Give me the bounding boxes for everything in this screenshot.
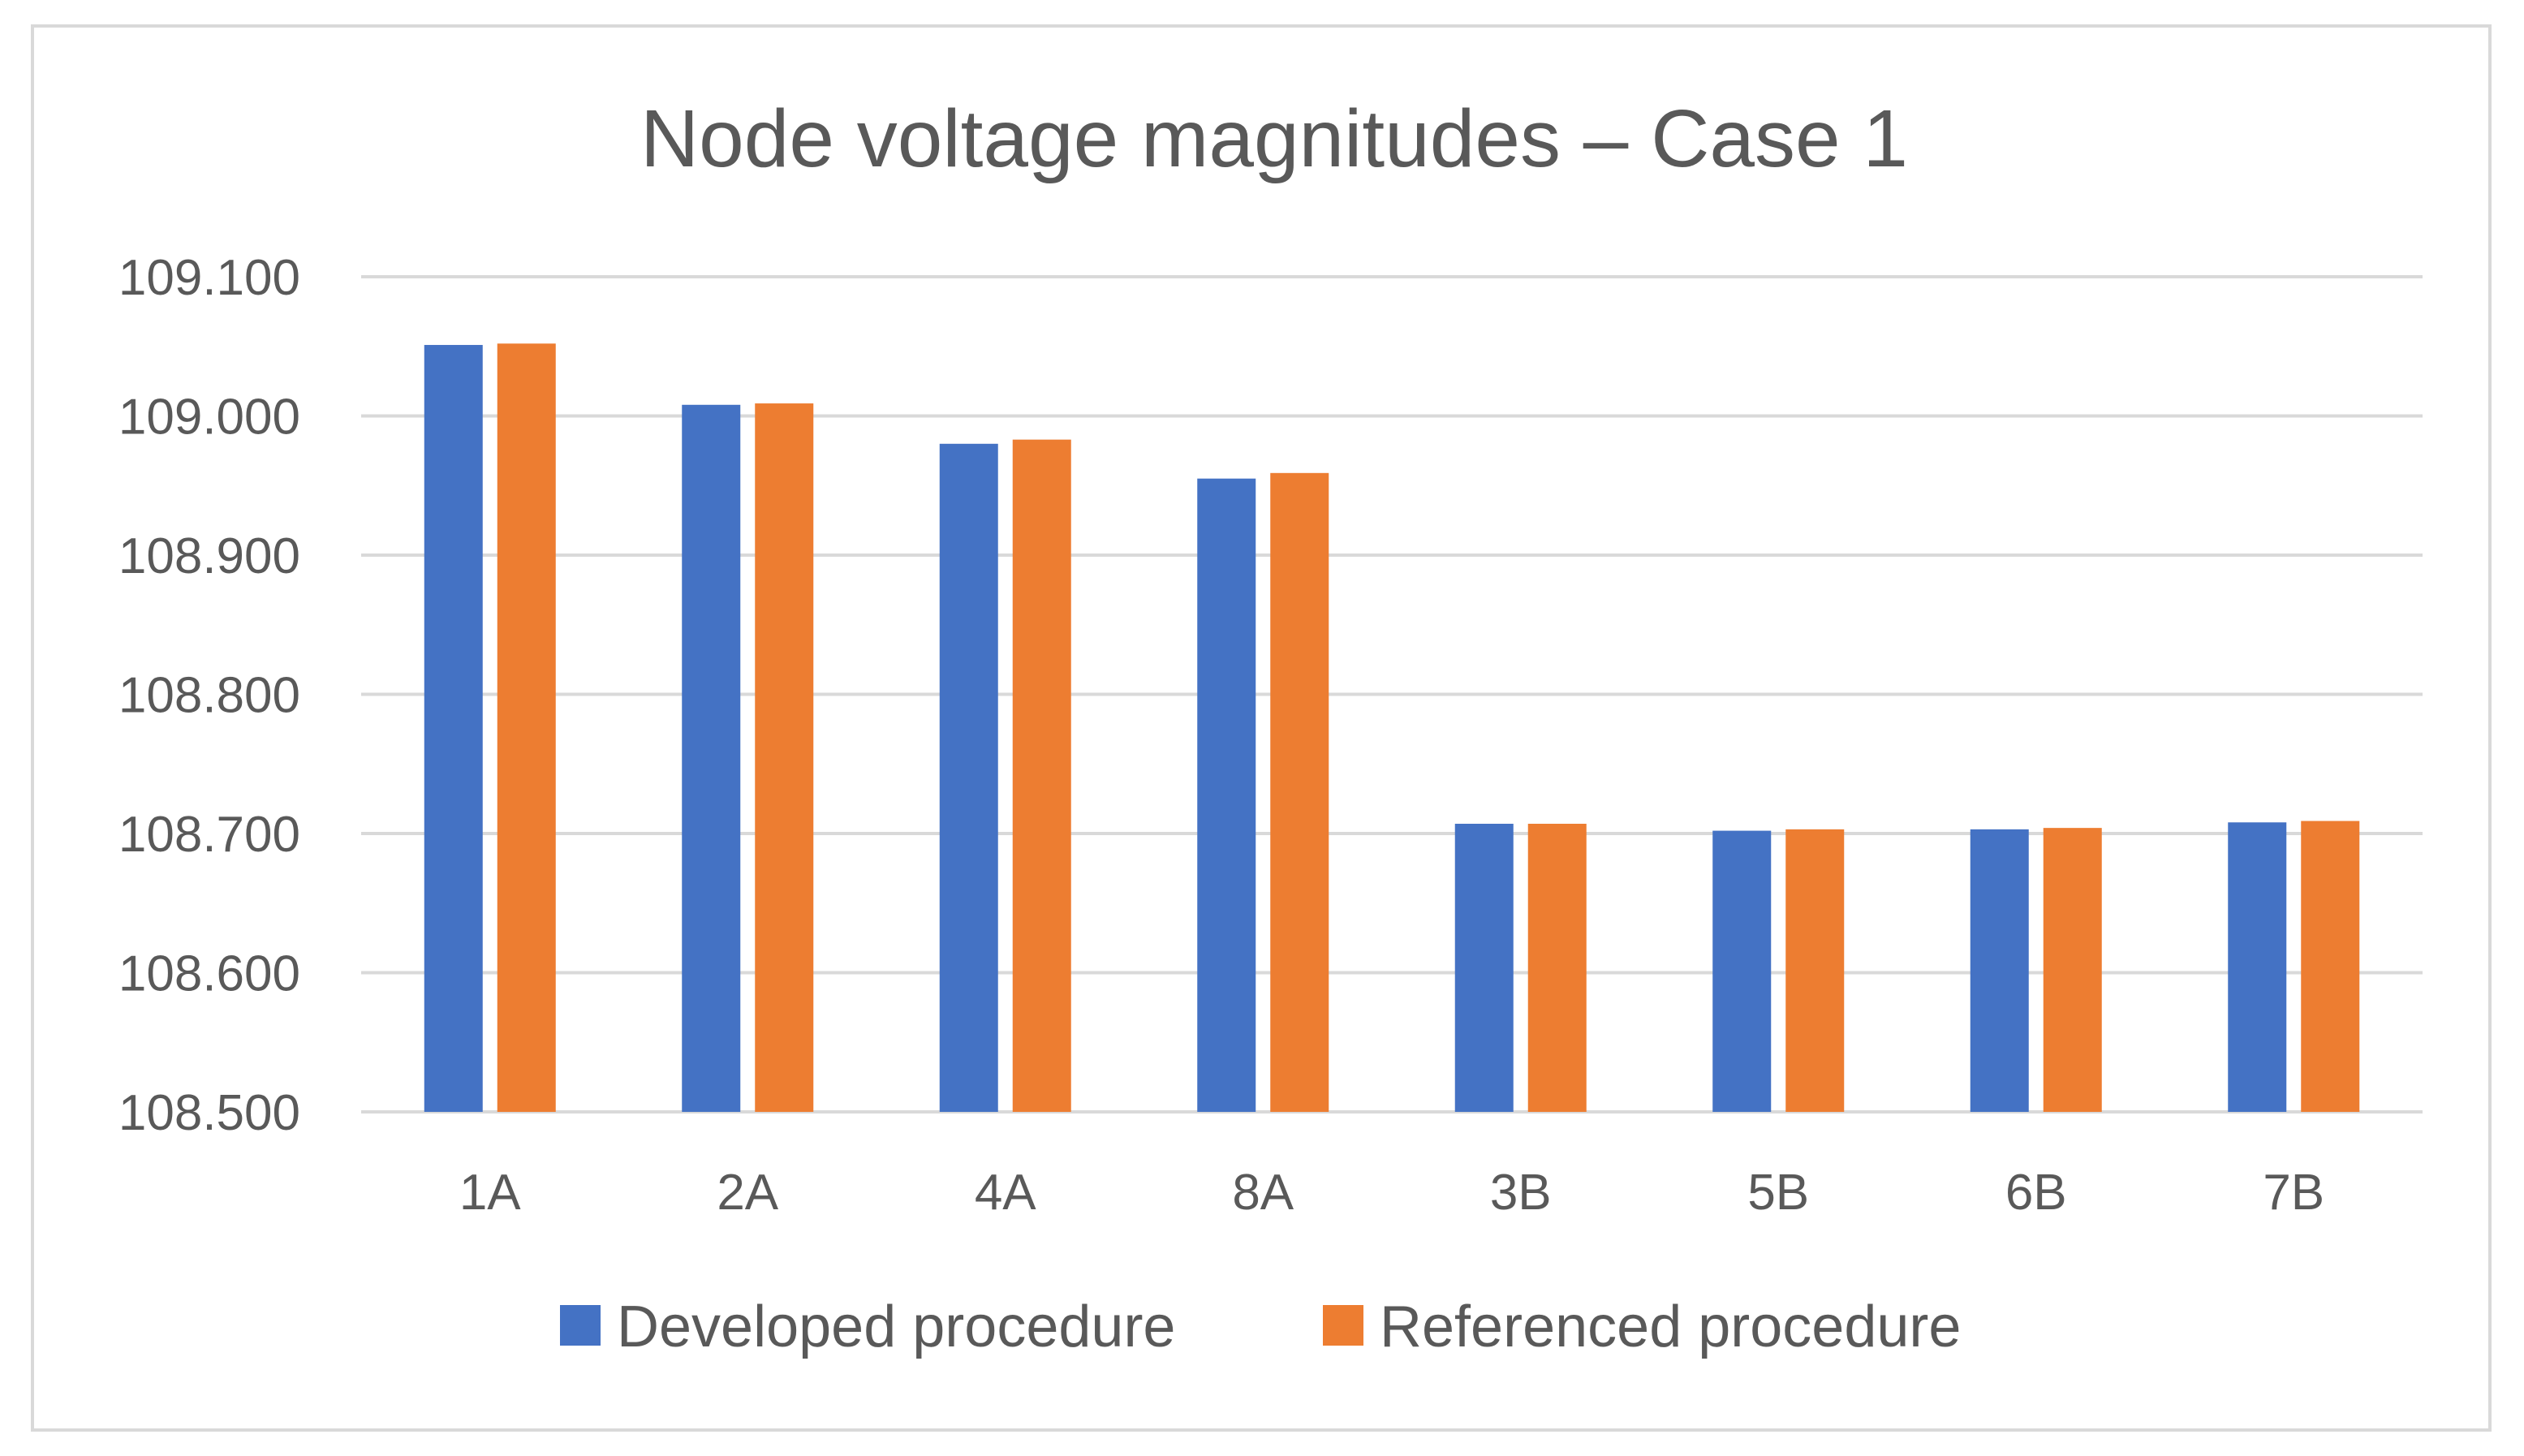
x-category-label: 8A <box>1232 1165 1294 1221</box>
grid-layer <box>361 275 2423 1114</box>
y-tick-label: 109.000 <box>118 390 300 446</box>
bar-4a-developed <box>939 443 998 1112</box>
x-axis-categories: 1A 2A 4A 8A 3B 5B 6B 7B <box>459 1165 2324 1221</box>
bar-1a-referenced <box>497 343 556 1112</box>
bars-layer <box>424 343 2360 1112</box>
bar-5b-referenced <box>1785 829 1845 1112</box>
legend-label-referenced: Referenced procedure <box>1380 1294 1961 1359</box>
x-category-label: 1A <box>459 1165 521 1221</box>
bar-4a-referenced <box>1012 439 1071 1112</box>
bar-5b-developed <box>1712 830 1772 1112</box>
x-category-label: 5B <box>1747 1165 1809 1221</box>
x-category-label: 4A <box>975 1165 1036 1221</box>
bar-7b-referenced <box>2301 821 2360 1112</box>
chart-title: Node voltage magnitudes – Case 1 <box>640 93 1908 184</box>
y-tick-label: 108.600 <box>118 946 300 1002</box>
bar-6b-referenced <box>2043 828 2102 1112</box>
legend-swatch-developed <box>560 1305 601 1346</box>
bar-2a-developed <box>682 404 741 1112</box>
legend-swatch-referenced <box>1323 1305 1363 1346</box>
y-tick-label: 109.100 <box>118 250 300 306</box>
x-category-label: 7B <box>2263 1165 2324 1221</box>
y-tick-label: 108.900 <box>118 528 300 584</box>
legend: Developed procedure Referenced procedure <box>560 1294 1961 1359</box>
bar-3b-referenced <box>1527 823 1587 1112</box>
x-category-label: 2A <box>717 1165 778 1221</box>
legend-label-developed: Developed procedure <box>617 1294 1175 1359</box>
bar-1a-developed <box>424 345 483 1112</box>
bar-3b-developed <box>1454 823 1514 1112</box>
y-tick-label: 108.500 <box>118 1085 300 1141</box>
bar-7b-developed <box>2228 822 2287 1112</box>
bar-2a-referenced <box>755 403 814 1112</box>
bar-6b-developed <box>1970 829 2029 1112</box>
x-category-label: 3B <box>1490 1165 1552 1221</box>
y-tick-label: 108.700 <box>118 807 300 863</box>
y-tick-label: 108.800 <box>118 668 300 724</box>
bar-8a-developed <box>1197 478 1256 1112</box>
bar-8a-referenced <box>1270 472 1329 1112</box>
x-category-label: 6B <box>2005 1165 2067 1221</box>
y-axis-ticks: 108.500 108.600 108.700 108.800 108.900 109.0… <box>118 250 300 1141</box>
